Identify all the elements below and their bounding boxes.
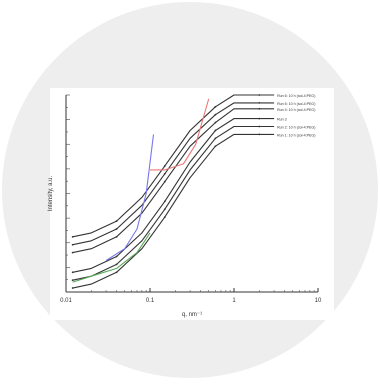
series-marker (214, 137, 217, 140)
series-line-2 (72, 125, 275, 281)
legend-label: Run 5: 10 h (sol-4:PEG) (277, 102, 315, 106)
x-axis-label: q, nm⁻¹ (182, 312, 202, 318)
series-marker (71, 271, 74, 274)
series-marker (163, 165, 166, 167)
x-tick-label: 10 (315, 298, 322, 304)
series-marker (258, 101, 261, 104)
series-line-7 (72, 232, 151, 283)
series-marker (115, 235, 118, 238)
series-marker (71, 251, 74, 254)
legend-label: Run 3 (277, 118, 287, 122)
series-marker (258, 117, 261, 120)
series-marker (115, 263, 118, 266)
series-marker (258, 133, 261, 136)
series-marker (115, 220, 118, 222)
legend-label: Run 2: 10 h (sol-4:PEG) (277, 126, 315, 130)
series-line-6 (72, 94, 275, 238)
x-tick-label: 1 (232, 298, 236, 304)
series-marker (214, 129, 217, 132)
legend-label: Run 6: 10 h (sol-4:PEG) (277, 94, 315, 98)
series-marker (258, 125, 261, 128)
series-marker (71, 235, 74, 238)
legend-label: Run 1: 10 h (sol-4:PEG) (277, 133, 315, 137)
series-line-3 (72, 118, 275, 273)
series-marker (163, 200, 166, 203)
series-marker (258, 94, 261, 96)
y-axis-label: Intensity, a.u. (48, 176, 54, 212)
series-line-8 (105, 134, 155, 261)
series-line-9 (150, 98, 210, 171)
series-marker (214, 105, 217, 108)
axes: 0.01 0.1 1 10 (60, 94, 322, 304)
series-marker (71, 279, 74, 282)
series-marker (214, 113, 217, 116)
series-line-1 (72, 133, 275, 289)
x-tick-label: 0.1 (146, 298, 155, 304)
series-marker (258, 107, 261, 110)
x-tick-label: 0.01 (60, 298, 72, 304)
series-marker (214, 145, 217, 148)
series-marker (214, 121, 217, 124)
series-marker (71, 287, 74, 289)
legend: Run 1: 10 h (sol-4:PEG) Run 2: 10 h (sol-… (277, 94, 315, 137)
series-marker (115, 255, 118, 258)
series-line-4 (72, 108, 275, 254)
series-line-5 (72, 102, 275, 246)
series-marker (163, 180, 166, 183)
series-marker (163, 208, 166, 211)
legend-label: Run 4: 10 h (sol-4:PEG) (277, 108, 315, 112)
series-marker (115, 271, 118, 274)
series-group (71, 94, 275, 289)
series-marker (163, 216, 166, 219)
series-marker (115, 228, 118, 230)
series-marker (71, 243, 74, 246)
series-marker (163, 172, 166, 175)
